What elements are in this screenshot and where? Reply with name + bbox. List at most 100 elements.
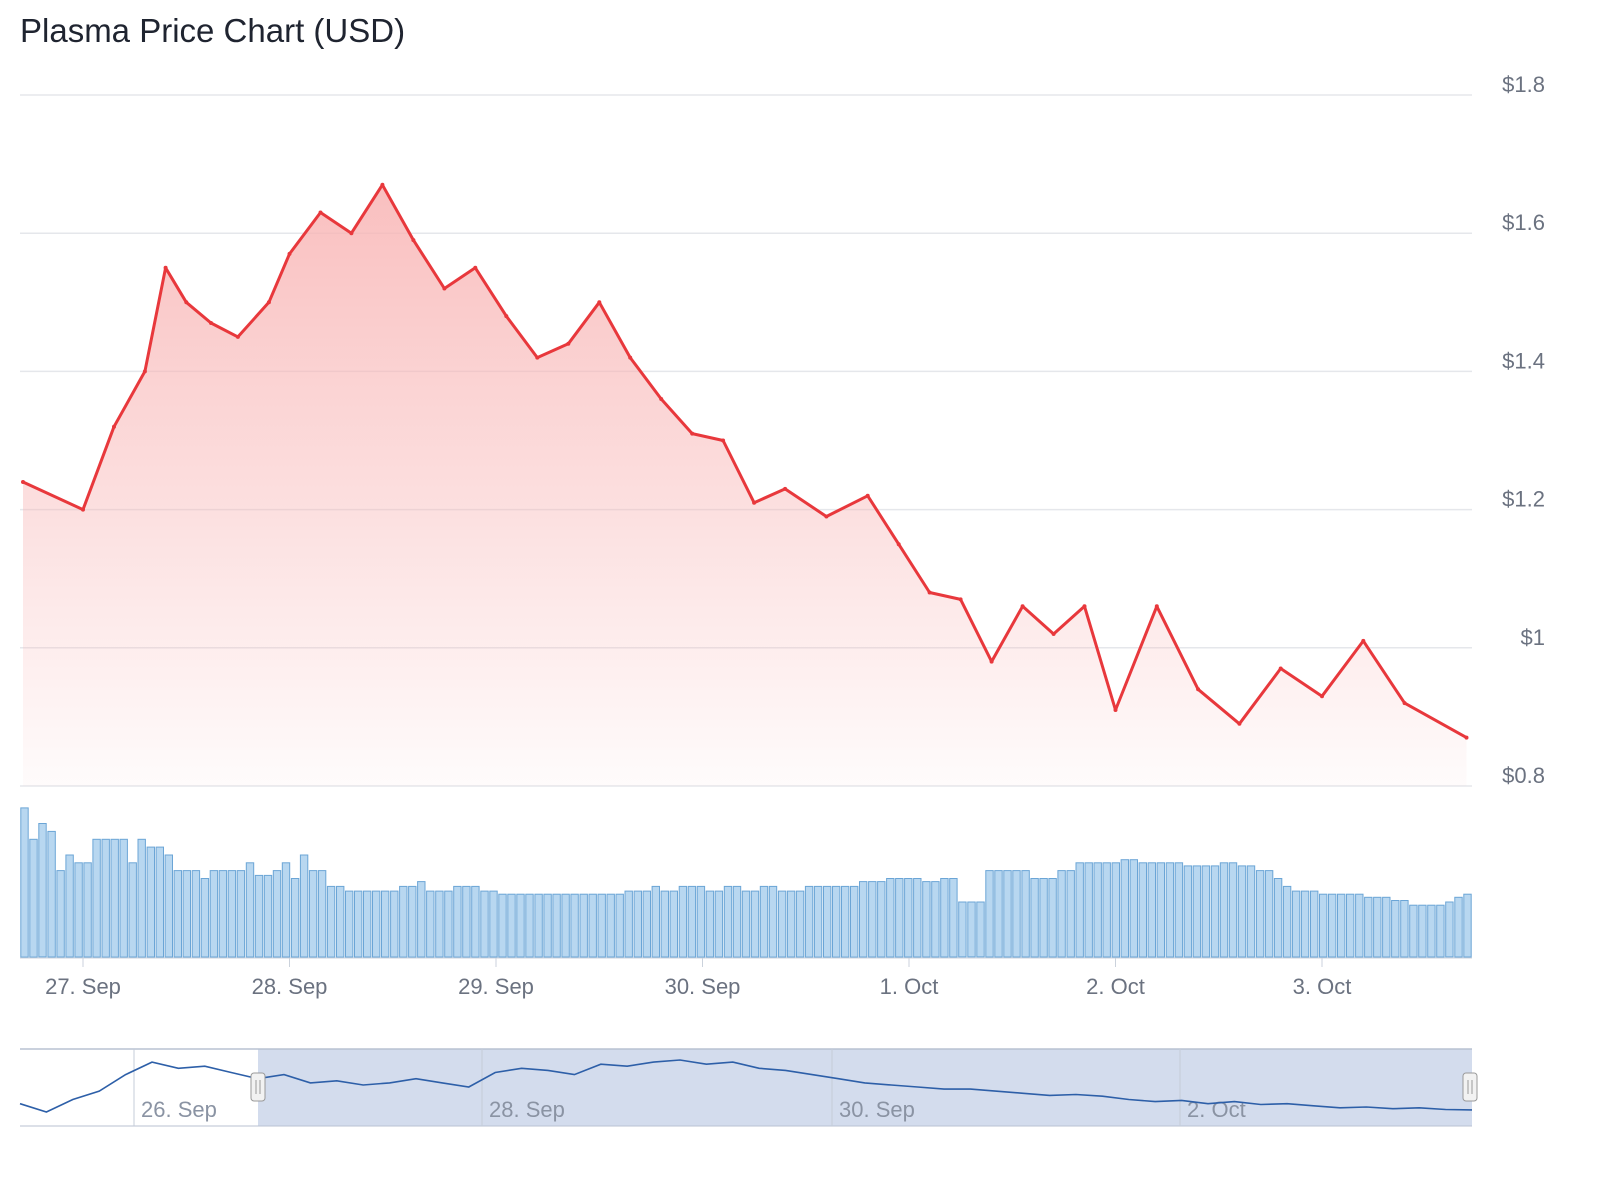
navigator-tick-label: 30. Sep <box>839 1097 915 1122</box>
volume-bar <box>732 885 742 958</box>
volume-bar <box>462 885 471 958</box>
volume-bar <box>750 890 760 958</box>
volume-bar <box>868 881 877 958</box>
navigator-selection[interactable] <box>258 1049 1472 1126</box>
chart-title: Plasma Price Chart (USD) <box>20 12 406 49</box>
volume-bar <box>660 890 669 958</box>
volume-bar <box>579 893 588 958</box>
volume-bar <box>1282 885 1292 958</box>
volume-bar <box>317 870 327 958</box>
price-line-group[interactable] <box>21 182 1469 740</box>
volume-bar <box>173 870 183 958</box>
volume-bar <box>786 890 796 958</box>
volume-bar <box>687 885 697 958</box>
volume-bar <box>1237 865 1247 958</box>
price-point <box>1320 694 1324 699</box>
price-point <box>349 231 354 236</box>
volume-bar <box>218 870 228 958</box>
volume-bar <box>624 890 633 958</box>
price-point <box>896 542 901 547</box>
volume-bar <box>759 885 769 958</box>
price-line[interactable] <box>22 183 1468 739</box>
price-point <box>865 493 870 498</box>
price-point <box>1113 708 1118 712</box>
volume-bar <box>390 890 399 958</box>
volume-bar <box>507 893 516 958</box>
volume-bar <box>597 893 606 958</box>
volume-bar <box>453 885 462 958</box>
volume-bar <box>1183 865 1193 958</box>
y-tick-label: $1.2 <box>1502 487 1545 512</box>
volume-bar <box>1165 862 1175 958</box>
price-point <box>721 438 726 443</box>
volume-bar <box>985 870 994 958</box>
volume-bar <box>299 854 309 958</box>
navigator-handle-right[interactable] <box>1462 1072 1478 1102</box>
volume-bar <box>29 838 38 958</box>
volume-bar <box>290 878 300 958</box>
volume-bar <box>1093 862 1102 958</box>
price-point <box>142 369 147 374</box>
price-point <box>958 597 963 602</box>
volume-bar <box>354 890 363 958</box>
volume-bar <box>1120 859 1129 958</box>
price-point <box>927 590 932 595</box>
volume-bar <box>1454 896 1463 958</box>
price-point <box>1278 666 1283 671</box>
volume-bar <box>326 885 336 958</box>
volume-bar <box>1273 878 1283 958</box>
volume-bar <box>1219 862 1229 958</box>
volume-bar <box>768 885 778 958</box>
y-tick-label: $1.8 <box>1502 72 1545 97</box>
volume-bar <box>525 893 534 958</box>
volume-bar <box>1102 862 1111 958</box>
volume-bar <box>795 890 805 958</box>
volume-bar <box>994 870 1003 958</box>
volume-bar <box>1030 878 1039 958</box>
price-point <box>1196 687 1201 692</box>
volume-bar <box>164 854 174 958</box>
volume-bar <box>1039 878 1048 958</box>
volume-bar <box>227 870 237 958</box>
volume-bar <box>1427 904 1436 958</box>
volume-bar <box>363 890 372 958</box>
price-point <box>287 251 292 256</box>
y-tick-label: $0.8 <box>1502 763 1545 788</box>
price-point <box>989 659 994 664</box>
volume-bar <box>435 890 444 958</box>
volume-bar <box>877 881 886 958</box>
volume-bar <box>128 862 137 958</box>
navigator-tick-label: 26. Sep <box>141 1097 217 1122</box>
x-axis-labels: 27. Sep 28. Sep 29. Sep 30. Sep 1. Oct 2. Oct… <box>45 958 1351 999</box>
volume-bar <box>570 893 579 958</box>
volume-bar <box>1255 870 1265 958</box>
volume-bar <box>1012 870 1021 958</box>
volume-bar <box>931 881 940 958</box>
volume-bar <box>444 890 453 958</box>
volume-bar <box>561 893 570 958</box>
volume-bar <box>408 885 417 958</box>
volume-bar <box>1337 893 1346 958</box>
volume-bar <box>245 862 255 958</box>
volume-bar <box>922 881 931 958</box>
volume-bar <box>155 846 165 958</box>
volume-bar <box>498 893 507 958</box>
volume-bar <box>56 870 65 958</box>
volume-bar <box>1003 870 1012 958</box>
volume-bar <box>1400 900 1409 958</box>
price-point <box>597 300 602 305</box>
volume-bar <box>1373 896 1382 958</box>
volume-bar <box>1436 904 1445 958</box>
volume-bar <box>1445 901 1454 958</box>
navigator[interactable]: 26. Sep 28. Sep 30. Sep 2. Oct <box>19 1048 1478 1127</box>
volume-bar <box>83 862 92 958</box>
volume-bar <box>615 893 624 958</box>
volume-bar <box>1391 900 1400 958</box>
volume-bar <box>1463 893 1472 958</box>
volume-bar <box>489 890 498 958</box>
x-tick-label: 27. Sep <box>45 974 121 999</box>
volume-bar <box>606 893 615 958</box>
navigator-handle-left[interactable] <box>250 1072 266 1102</box>
price-point <box>81 507 85 512</box>
